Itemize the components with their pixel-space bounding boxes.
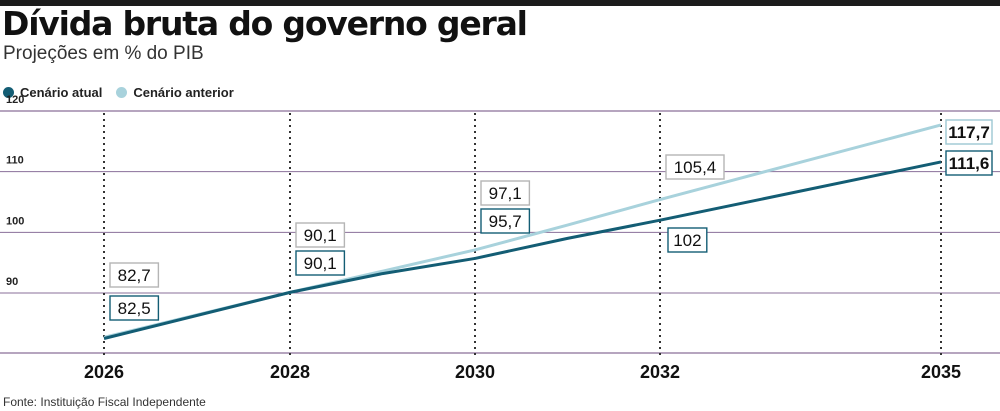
data-label-box-anterior xyxy=(480,180,531,206)
data-label-anterior: 117,7 xyxy=(948,123,990,142)
y-tick-label: 100 xyxy=(6,215,24,227)
series-line-atual xyxy=(103,160,942,340)
legend-label-atual: Cenário atual xyxy=(20,85,103,100)
data-label-box-anterior xyxy=(109,262,160,288)
x-tick-label: 2030 xyxy=(455,362,495,382)
legend-item-atual: Cenário atual xyxy=(3,85,102,100)
data-label-atual: 90,1 xyxy=(304,254,337,273)
legend: Cenário atual Cenário anterior xyxy=(3,85,248,100)
chart-subtitle: Projeções em % do PIB xyxy=(3,43,204,64)
top-bar xyxy=(0,0,1000,6)
y-tick-label: 90 xyxy=(6,276,18,288)
legend-item-anterior: Cenário anterior xyxy=(116,85,234,100)
data-label-anterior: 105,4 xyxy=(674,158,717,177)
legend-label-anterior: Cenário anterior xyxy=(133,85,234,100)
y-tick-label: 120 xyxy=(6,94,24,106)
data-label-atual: 102 xyxy=(673,231,701,250)
data-label-box-atual xyxy=(667,227,708,253)
source-note: Fonte: Instituição Fiscal Independente xyxy=(3,395,206,409)
data-label-box-anterior xyxy=(665,154,725,180)
data-label-box-anterior xyxy=(945,119,993,145)
x-tick-label: 2026 xyxy=(84,362,124,382)
data-label-box-atual xyxy=(945,150,993,176)
data-label-box-atual xyxy=(480,208,531,234)
x-tick-label: 2028 xyxy=(270,362,310,382)
data-label-box-atual xyxy=(109,295,160,321)
legend-dot-atual-icon xyxy=(3,87,14,98)
x-tick-label: 2035 xyxy=(921,362,961,382)
x-tick-label: 2032 xyxy=(640,362,680,382)
data-label-anterior: 82,7 xyxy=(118,266,151,285)
chart-title: Dívida bruta do governo geral xyxy=(2,4,528,43)
data-label-box-anterior xyxy=(295,222,346,248)
data-label-atual: 111,6 xyxy=(949,154,990,173)
data-label-atual: 95,7 xyxy=(489,212,522,231)
y-tick-label: 110 xyxy=(6,155,24,167)
data-label-box-atual xyxy=(295,250,346,276)
legend-dot-anterior-icon xyxy=(116,87,128,98)
data-label-anterior: 90,1 xyxy=(304,226,337,245)
data-label-anterior: 97,1 xyxy=(489,184,522,203)
data-label-atual: 82,5 xyxy=(118,299,151,318)
